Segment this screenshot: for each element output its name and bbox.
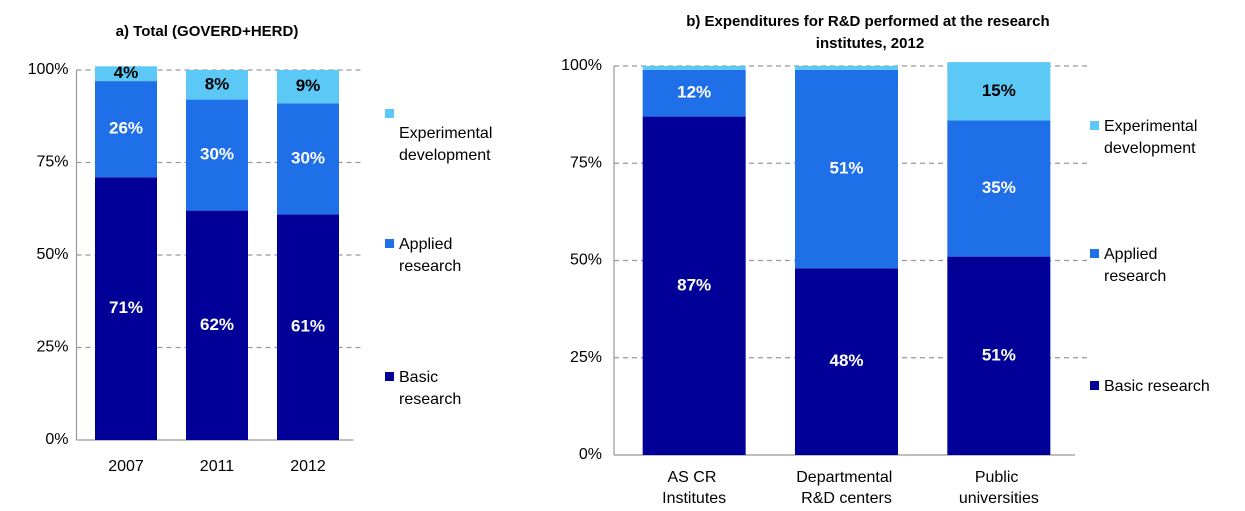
bar-segment [95, 66, 157, 82]
bar-segment [186, 210, 248, 440]
data-label: 8% [205, 74, 230, 93]
legend-label: Applied research [1104, 246, 1166, 285]
bar-segment [947, 62, 1051, 121]
data-label: 9% [296, 76, 321, 95]
data-label: 71% [109, 298, 143, 317]
bar-segment [186, 99, 248, 211]
chart-title: a) Total (GOVERD+HERD) [116, 23, 299, 40]
data-label: 15% [982, 81, 1016, 100]
bar-segment [947, 256, 1051, 455]
y-tick-label: 0% [45, 431, 68, 448]
legend-swatch [385, 239, 394, 248]
legend-label: Experimental development [399, 125, 497, 164]
data-label: 48% [829, 351, 863, 370]
data-label: 26% [109, 119, 143, 138]
data-label: 30% [200, 145, 234, 164]
y-tick-label: 25% [570, 349, 602, 366]
data-label: 51% [982, 345, 1016, 364]
y-tick-label: 75% [570, 154, 602, 171]
bar-segment [95, 177, 157, 441]
bar-segment [642, 69, 746, 117]
data-label: 12% [677, 83, 711, 102]
legend-label: Basic research [399, 369, 461, 408]
bar-segment [795, 66, 898, 70]
y-tick-label: 0% [579, 446, 602, 463]
data-label: 4% [114, 63, 139, 82]
data-label: 62% [200, 315, 234, 334]
y-tick-label: 50% [36, 246, 68, 263]
x-tick-label: 2012 [290, 458, 326, 475]
y-tick-label: 50% [570, 252, 602, 269]
data-label: 61% [291, 317, 325, 336]
legend-label: Experimental development [1104, 118, 1202, 157]
bar-segment [277, 103, 339, 215]
x-tick-label: Departmental R&D centers [796, 469, 897, 507]
x-tick-label: 2011 [200, 458, 235, 475]
x-tick-label: 2007 [108, 458, 144, 475]
y-tick-label: 75% [36, 154, 68, 171]
bar-segment [642, 116, 746, 455]
bar-segment [642, 66, 746, 70]
legend-swatch [1090, 121, 1099, 130]
legend-label: Basic research [1104, 378, 1210, 395]
bar-segment [95, 81, 157, 178]
data-label: 30% [291, 148, 325, 167]
x-tick-label: Public universities [959, 469, 1039, 507]
bar-segment [186, 70, 248, 100]
data-label: 35% [982, 178, 1016, 197]
data-label: 51% [829, 159, 863, 178]
y-tick-label: 100% [561, 57, 602, 74]
legend-label: Applied research [399, 236, 461, 275]
bar-segment [795, 268, 898, 455]
legend-swatch [1090, 381, 1099, 390]
bar-segment [947, 120, 1051, 257]
bar-segment [277, 214, 339, 440]
chart-title: b) Expenditures for R&D performed at the… [686, 13, 1054, 52]
bar-segment [277, 70, 339, 104]
y-tick-label: 100% [28, 61, 69, 78]
legend-swatch [385, 372, 394, 381]
legend-swatch [1090, 249, 1099, 258]
y-tick-label: 25% [36, 339, 68, 356]
data-label: 87% [677, 275, 711, 294]
x-tick-label: AS CR Institutes [662, 469, 726, 507]
bar-segment [795, 69, 898, 269]
legend-swatch [385, 109, 394, 118]
